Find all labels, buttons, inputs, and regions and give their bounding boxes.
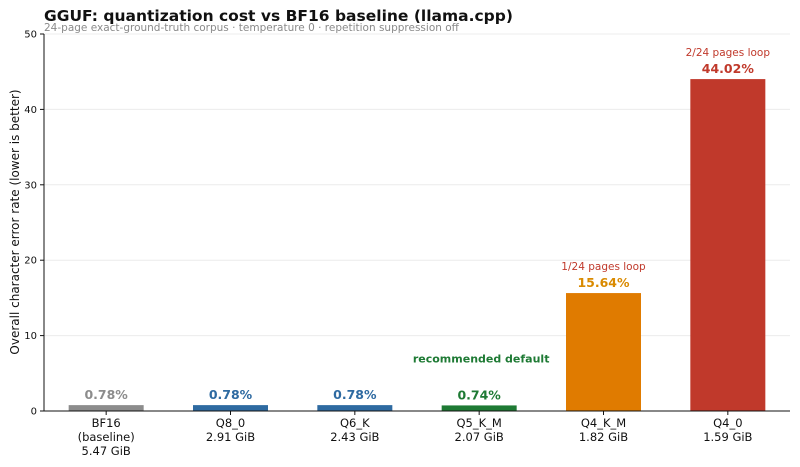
y-tick-label: 30 bbox=[24, 180, 37, 191]
y-tick-label: 50 bbox=[24, 30, 37, 41]
chart-subtitle: 24-page exact-ground-truth corpus · temp… bbox=[44, 22, 460, 34]
gridlines bbox=[44, 33, 790, 337]
data-label: 0.78% bbox=[209, 387, 253, 402]
y-tick-label: 0 bbox=[31, 407, 37, 418]
y-ticks: 0 10 20 30 40 50 bbox=[24, 30, 44, 418]
axes bbox=[43, 34, 790, 412]
bar bbox=[566, 293, 641, 411]
x-tick-label: (baseline) bbox=[78, 430, 135, 444]
data-label: 0.78% bbox=[84, 387, 128, 402]
value-labels: 0.78% 0.78% 0.78% 0.74% 15.64% 44.02% bbox=[84, 61, 754, 402]
y-tick-label: 10 bbox=[24, 331, 37, 342]
y-tick-label: 20 bbox=[24, 256, 37, 267]
x-tick-label: 2.91 GiB bbox=[206, 430, 255, 444]
annotation: recommended default bbox=[413, 352, 550, 365]
x-tick-label: 5.47 GiB bbox=[82, 444, 131, 458]
x-tick-label: Q5_K_M bbox=[456, 416, 501, 430]
annotations: recommended default 1/24 pages loop 2/24 p… bbox=[413, 47, 770, 365]
annotation: 2/24 pages loop bbox=[686, 47, 771, 59]
data-label: 0.74% bbox=[457, 387, 501, 402]
x-tick-label: Q4_0 bbox=[713, 416, 742, 430]
data-label: 15.64% bbox=[577, 275, 630, 290]
x-tick-label: Q6_K bbox=[340, 416, 370, 430]
y-axis-label: Overall character error rate (lower is b… bbox=[8, 89, 22, 354]
y-tick-label: 40 bbox=[24, 105, 37, 116]
x-tick-label: BF16 bbox=[92, 416, 121, 430]
x-tick-label: Q4_K_M bbox=[581, 416, 626, 430]
x-tick-label: 1.59 GiB bbox=[703, 430, 752, 444]
x-tick-label: 2.07 GiB bbox=[455, 430, 504, 444]
chart-title: GGUF: quantization cost vs BF16 baseline… bbox=[44, 7, 513, 25]
x-tick-label: 2.43 GiB bbox=[330, 430, 379, 444]
data-label: 0.78% bbox=[333, 387, 377, 402]
bar bbox=[690, 79, 766, 411]
bar bbox=[68, 405, 144, 411]
x-tick-label: Q8_0 bbox=[216, 416, 245, 430]
data-label: 44.02% bbox=[702, 61, 755, 76]
bars bbox=[68, 79, 766, 411]
x-tick-label: 1.82 GiB bbox=[579, 430, 628, 444]
bar bbox=[317, 405, 393, 411]
bar bbox=[193, 405, 268, 411]
annotation: 1/24 pages loop bbox=[561, 261, 646, 273]
bar bbox=[441, 405, 517, 411]
